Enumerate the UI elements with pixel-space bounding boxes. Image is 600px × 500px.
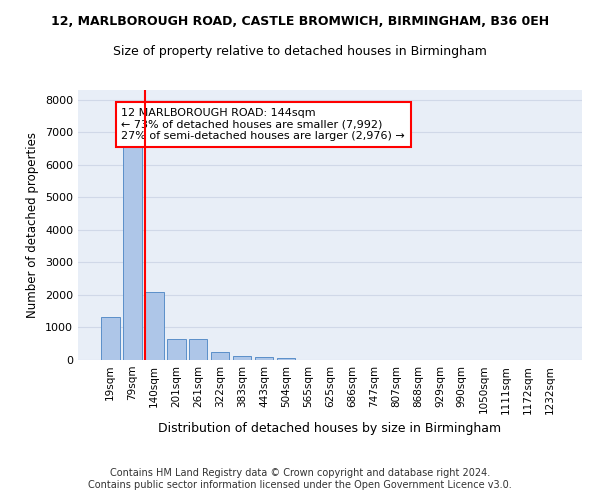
Bar <box>255 357 274 360</box>
Bar <box>167 339 185 360</box>
X-axis label: Distribution of detached houses by size in Birmingham: Distribution of detached houses by size … <box>158 422 502 435</box>
Bar <box>189 339 208 360</box>
Bar <box>145 292 164 360</box>
Y-axis label: Number of detached properties: Number of detached properties <box>26 132 40 318</box>
Text: 12 MARLBOROUGH ROAD: 144sqm
← 73% of detached houses are smaller (7,992)
27% of : 12 MARLBOROUGH ROAD: 144sqm ← 73% of det… <box>121 108 405 141</box>
Text: Contains HM Land Registry data © Crown copyright and database right 2024.
Contai: Contains HM Land Registry data © Crown c… <box>88 468 512 490</box>
Text: Size of property relative to detached houses in Birmingham: Size of property relative to detached ho… <box>113 45 487 58</box>
Bar <box>101 318 119 360</box>
Bar <box>233 356 251 360</box>
Bar <box>211 352 229 360</box>
Bar <box>277 358 295 360</box>
Text: 12, MARLBOROUGH ROAD, CASTLE BROMWICH, BIRMINGHAM, B36 0EH: 12, MARLBOROUGH ROAD, CASTLE BROMWICH, B… <box>51 15 549 28</box>
Bar <box>123 146 142 360</box>
